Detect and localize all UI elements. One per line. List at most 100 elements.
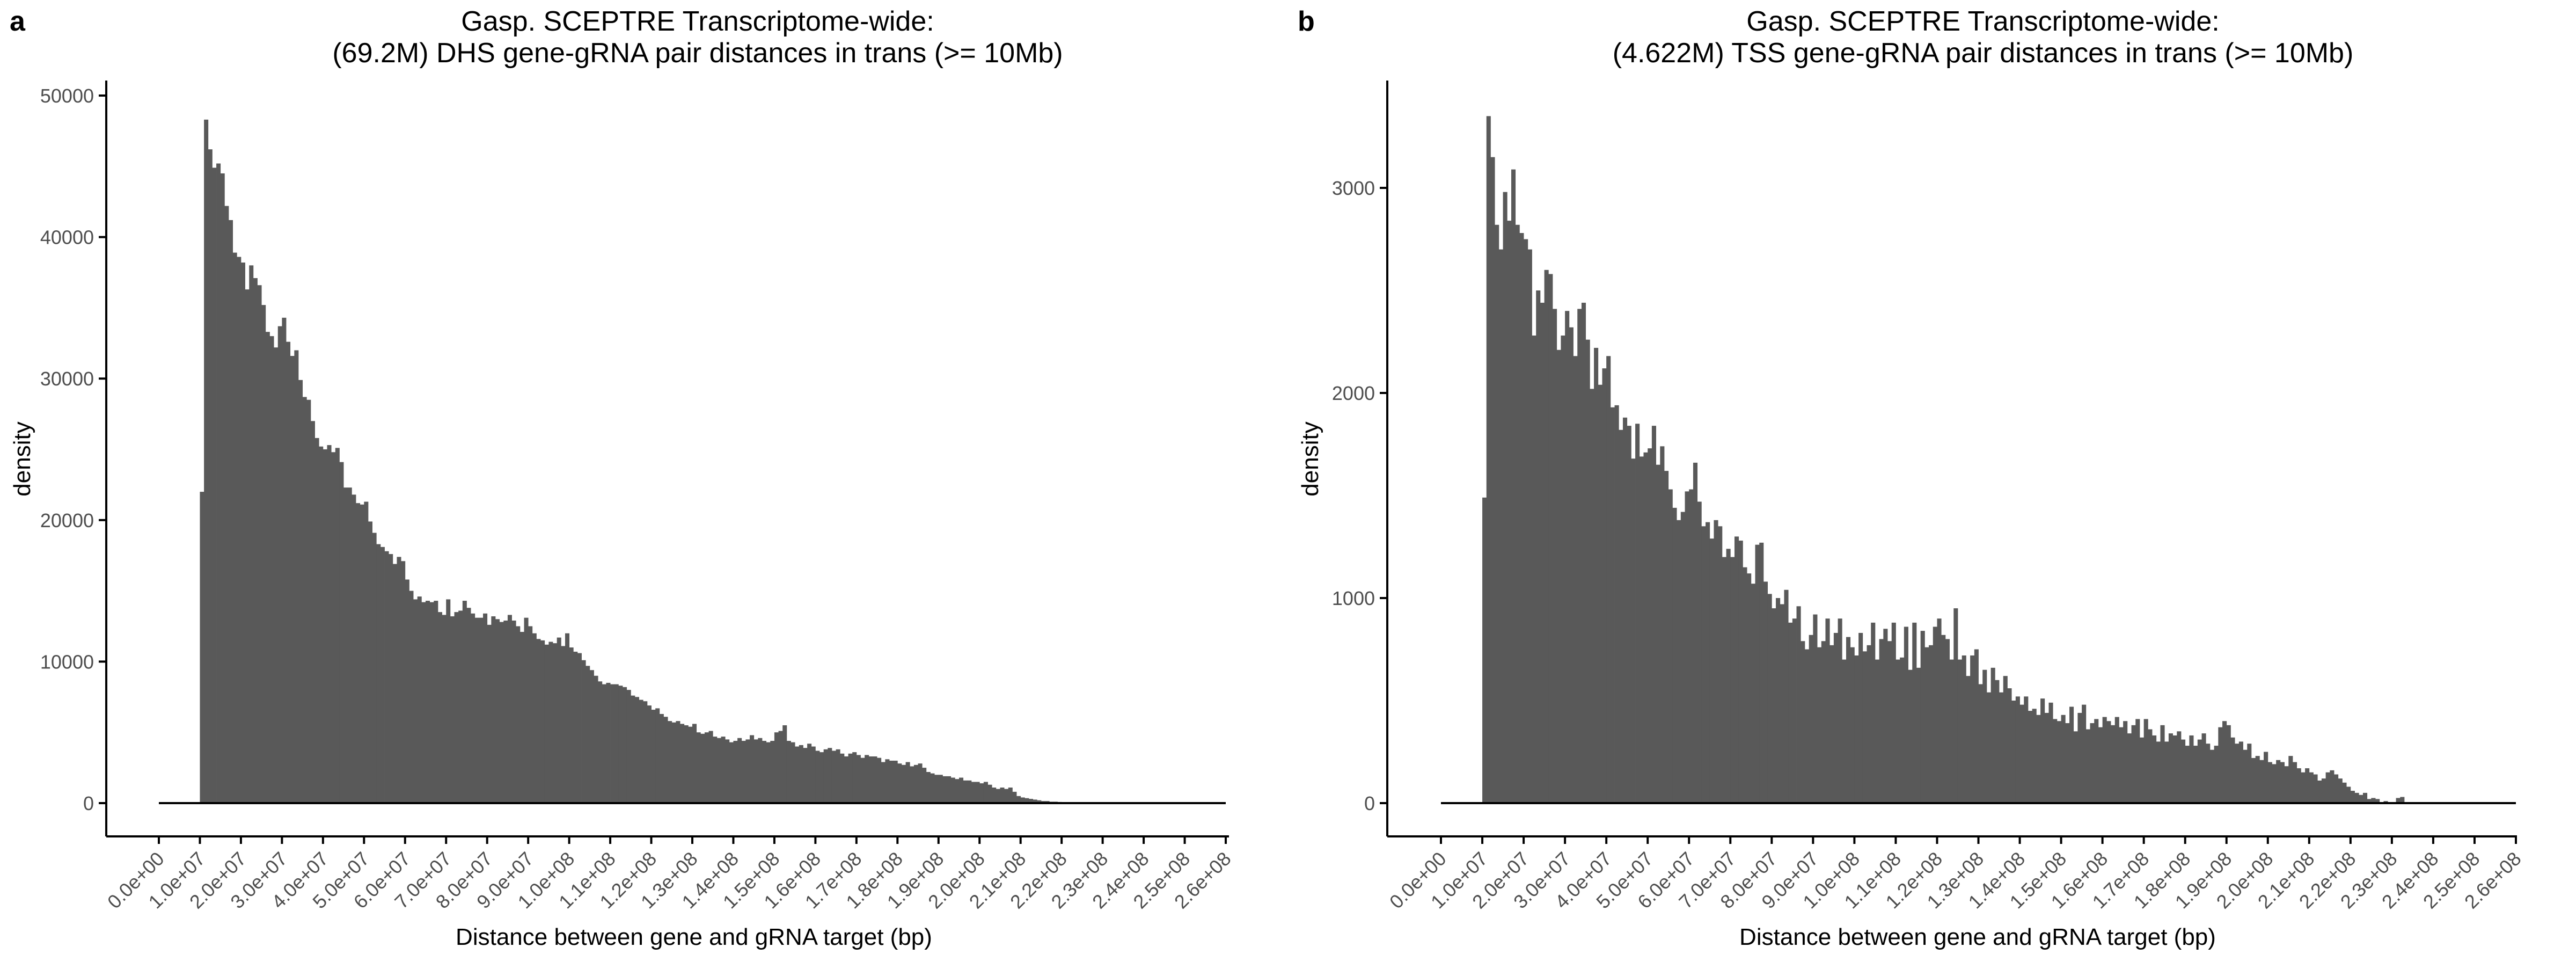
chart-a-bar	[405, 580, 409, 803]
chart-a-bar	[479, 618, 483, 803]
chart-b-bar	[2222, 721, 2227, 803]
chart-b-bar	[1987, 693, 1991, 803]
chart-a-bar	[922, 768, 926, 803]
chart-b-bar	[1813, 615, 1817, 803]
chart-a-bar	[426, 601, 430, 803]
chart-b-bar	[2251, 758, 2256, 803]
chart-a-y-tick-label: 30000	[40, 368, 94, 390]
chart-b-bar	[1677, 520, 1681, 803]
chart-b-bar	[2301, 773, 2305, 803]
chart-b-bar	[2285, 766, 2289, 803]
chart-b-bar	[1962, 655, 1966, 803]
chart-b-bar	[2206, 744, 2210, 803]
chart-a-bar	[984, 782, 988, 803]
chart-b-bar	[2342, 783, 2346, 803]
chart-b-bar	[2045, 713, 2049, 803]
chart-b-bar	[1896, 660, 1900, 803]
chart-b-y-tick-label: 1000	[1332, 587, 1375, 609]
chart-b-bar	[1958, 660, 1962, 803]
chart-b-bar	[2338, 778, 2343, 803]
chart-b-bar	[2115, 717, 2119, 803]
chart-a-bar	[327, 445, 331, 803]
chart-b-y-tick-label: 3000	[1332, 177, 1375, 199]
chart-b-bar	[1561, 336, 1565, 803]
chart-b-bar	[2074, 731, 2078, 803]
chart-b-bar	[1921, 631, 1925, 803]
chart-b-bar	[2189, 735, 2193, 803]
chart-b-bar	[1883, 629, 1887, 803]
chart-a-bar	[942, 776, 947, 803]
chart-a-bar	[298, 380, 303, 803]
chart-a-bar	[229, 220, 233, 803]
chart-a-bar	[988, 785, 992, 803]
chart-a-bar	[253, 278, 258, 803]
chart-b-bar	[1966, 676, 1970, 803]
chart-b-y-tick-label: 0	[1364, 792, 1375, 814]
chart-a-bar	[224, 206, 229, 803]
chart-a-bar	[709, 731, 713, 803]
chart-a-bar	[536, 639, 540, 803]
chart-a-bar	[446, 599, 450, 803]
chart-a-bar	[233, 253, 237, 803]
chart-b-bar	[2024, 696, 2028, 803]
chart-a-bar	[258, 285, 262, 803]
chart-b-bar	[1524, 239, 1528, 804]
chart-a-bar	[335, 448, 340, 803]
chart-a-bar	[815, 751, 819, 803]
chart-a-bar	[865, 755, 869, 803]
chart-a-bar	[434, 601, 438, 803]
chart-b-bar	[2123, 721, 2127, 803]
chart-a-bar	[979, 783, 984, 803]
chart-a-bar	[663, 717, 668, 803]
chart-a-bar	[618, 686, 623, 803]
chart-a-bar	[754, 739, 758, 803]
chart-b-bar	[1668, 490, 1673, 803]
chart-b-bar	[2239, 741, 2243, 803]
chart-a-bar	[413, 599, 418, 803]
chart-b-bar	[2144, 719, 2148, 803]
chart-a-bar	[393, 564, 397, 803]
chart-b-bar	[2326, 773, 2330, 803]
chart-b-bar	[1577, 309, 1582, 803]
chart-a-bar	[557, 638, 561, 803]
chart-a-bar	[951, 778, 955, 803]
chart-b-bar	[2053, 719, 2057, 803]
chart-b-bar	[2198, 740, 2202, 803]
chart-b-bar	[1850, 647, 1855, 803]
chart-a-bar	[594, 676, 598, 803]
chart-a-bar	[910, 766, 914, 803]
chart-a-bar	[635, 697, 639, 803]
chart-b-bar	[1739, 541, 1743, 803]
chart-a-bar	[577, 653, 582, 803]
chart-b-bar	[1879, 639, 1884, 803]
chart-b-bar	[2048, 703, 2053, 803]
chart-b-bar	[2090, 723, 2095, 803]
chart-a-bar	[967, 781, 971, 803]
chart-b-bar	[1701, 526, 1706, 803]
chart-b-bar	[2210, 750, 2214, 803]
chart-a-bar	[713, 737, 717, 803]
chart-a-bar	[212, 167, 216, 803]
chart-b-bar	[1532, 336, 1536, 803]
chart-b-bar	[2160, 725, 2164, 803]
chart-a-bar	[306, 400, 311, 803]
chart-a-bar	[725, 739, 729, 803]
chart-b-bar	[1495, 225, 1499, 803]
chart-b-bar	[1586, 340, 1590, 803]
chart-a-bar	[729, 742, 734, 803]
chart-a-bar	[266, 332, 270, 803]
chart-a-bar	[532, 633, 537, 803]
chart-a-bar	[894, 761, 898, 803]
chart-a-bar	[516, 626, 520, 804]
chart-a-bar	[745, 739, 750, 803]
chart-a-bar	[495, 619, 500, 803]
chart-b-bar	[1945, 639, 1950, 803]
chart-a-bar	[955, 779, 959, 803]
chart-b-bar	[2181, 740, 2185, 803]
chart-a-bar	[848, 754, 853, 803]
chart-a-bar	[290, 356, 295, 803]
chart-a-bar	[339, 462, 343, 803]
chart-b-bar	[1871, 623, 1875, 803]
chart-a-bar	[672, 723, 676, 803]
